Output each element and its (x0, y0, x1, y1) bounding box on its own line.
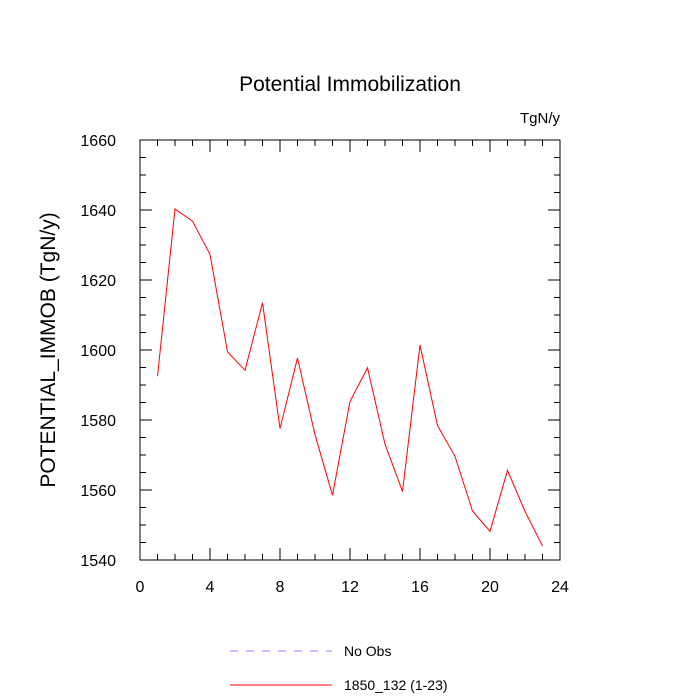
x-tick-label: 8 (276, 579, 285, 596)
y-tick-label: 1580 (80, 413, 116, 430)
series-lines (157, 208, 543, 547)
axis-ticks (139, 139, 561, 561)
y-tick-label: 1620 (80, 273, 116, 290)
y-tick-label: 1560 (80, 483, 116, 500)
y-tick-label: 1540 (80, 553, 116, 570)
y-tick-label: 1640 (80, 203, 116, 220)
x-tick-label: 20 (481, 579, 499, 596)
y-tick-label: 1660 (80, 133, 116, 150)
legend-label: 1850_132 (1-23) (344, 677, 448, 693)
legend-label: No Obs (344, 643, 391, 659)
legend: No Obs 1850_132 (1-23) (230, 643, 448, 693)
y-axis-label: POTENTIAL_IMMOB (TgN/y) (37, 212, 60, 487)
units-label: TgN/y (520, 110, 561, 127)
y-tick-label: 1600 (80, 343, 116, 360)
x-tick-label: 12 (341, 579, 359, 596)
plot-frame (139, 139, 561, 561)
x-tick-label: 24 (551, 579, 569, 596)
chart-title: Potential Immobilization (239, 73, 461, 96)
x-tick-label: 16 (411, 579, 429, 596)
x-tick-label: 0 (136, 579, 145, 596)
series-line (157, 208, 543, 547)
x-tick-label: 4 (206, 579, 215, 596)
